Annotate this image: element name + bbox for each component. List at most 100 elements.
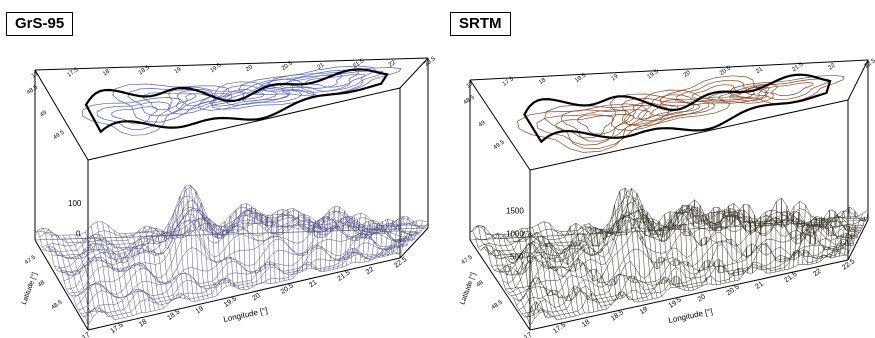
- mesh-column: [113, 230, 151, 312]
- mesh-column: [825, 211, 840, 258]
- mesh-column: [102, 221, 142, 313]
- box-right-bottom-edge: [399, 227, 429, 259]
- mesh-column: [843, 213, 863, 256]
- top-lon-tick-label: 18: [102, 68, 111, 77]
- mesh-column: [498, 234, 553, 318]
- mesh-column: [248, 206, 258, 285]
- top-lon-tick-label: 22.5: [424, 56, 438, 68]
- mesh-column: [297, 210, 300, 274]
- contour-line: [691, 84, 742, 99]
- mesh-column: [646, 217, 672, 288]
- mesh-column: [674, 205, 694, 291]
- box-right-bottom-edge: [847, 219, 869, 261]
- box-left-bottom-edge: [34, 239, 89, 331]
- mesh-column: [657, 214, 681, 289]
- mesh-column: [264, 215, 271, 284]
- mesh-column: [276, 210, 280, 282]
- region-boundary: [84, 68, 389, 134]
- mesh-column: [492, 232, 549, 319]
- mesh-column: [136, 229, 169, 305]
- mesh-column: [691, 199, 708, 285]
- mesh-column: [469, 230, 531, 326]
- contour-line: [517, 103, 649, 153]
- y-axis-title: Latitude [°]: [458, 271, 477, 305]
- lat-tick-label: 47.5: [461, 254, 475, 266]
- mesh-column: [373, 219, 395, 260]
- mesh-column: [355, 220, 372, 263]
- mesh-column: [152, 227, 182, 298]
- mesh-column: [45, 228, 98, 313]
- mesh-column: [337, 210, 350, 269]
- mesh-column: [141, 226, 173, 302]
- mesh-column: [175, 186, 200, 301]
- mesh-column: [566, 226, 608, 310]
- top-lat-tick-label: 49.5: [493, 139, 507, 151]
- x-axis-title: Longitude [°]: [223, 306, 269, 324]
- mesh-column: [765, 211, 767, 274]
- contour-line: [267, 67, 402, 96]
- contour-line: [577, 114, 635, 135]
- contour-line: [197, 81, 291, 111]
- z-tick-label: 500: [510, 253, 524, 262]
- mesh-column: [315, 219, 322, 271]
- box-right-top-edge: [399, 57, 429, 89]
- box-front-top-edge: [529, 99, 849, 171]
- box-left-top-edge: [469, 79, 531, 171]
- mesh-column: [572, 223, 612, 305]
- lon-tick-label: 21.5: [783, 271, 798, 285]
- mesh-column: [346, 213, 361, 266]
- box-front-top-edge: [87, 87, 401, 161]
- contour-line: [651, 99, 701, 117]
- top-lon-tick-label: 21.5: [352, 58, 366, 70]
- top-lon-tick-label: 22.5: [864, 58, 875, 70]
- contour-line: [609, 93, 710, 131]
- mesh-column: [820, 209, 834, 262]
- mesh-column: [725, 205, 735, 282]
- mesh-column: [364, 220, 384, 263]
- lon-tick-label: 20.5: [280, 282, 295, 296]
- mesh-column: [509, 233, 563, 320]
- mesh-column: [214, 222, 231, 286]
- box-front-bottom-edge: [87, 257, 401, 331]
- top-lon-tick-label: 21: [755, 66, 764, 75]
- mesh-column: [515, 231, 567, 319]
- mesh-column: [281, 209, 285, 281]
- contour-line: [167, 86, 245, 115]
- mesh-column: [390, 219, 418, 255]
- mesh-column: [395, 220, 423, 255]
- mesh-column: [90, 225, 133, 316]
- z-tick-label: 1000: [506, 230, 524, 239]
- mesh-column: [130, 232, 165, 309]
- lon-tick-label: 22: [812, 268, 822, 278]
- contour-line: [675, 79, 756, 103]
- top-lat-tick-label: 48.5: [463, 94, 477, 106]
- mesh-column: [486, 232, 544, 312]
- mesh-column: [481, 225, 540, 316]
- lon-tick-label: 21: [308, 279, 318, 289]
- mesh-column: [475, 225, 535, 319]
- lat-tick-label: 48.5: [50, 299, 64, 311]
- top-lon-tick-label: 22: [388, 60, 397, 69]
- mesh-column: [381, 215, 406, 258]
- panel-title-srtm: SRTM: [450, 12, 511, 36]
- mesh-column: [549, 223, 594, 313]
- contour-line: [632, 102, 679, 120]
- lat-tick-label: 48.5: [491, 299, 505, 311]
- contour-line: [760, 82, 814, 96]
- mesh-column: [802, 215, 812, 265]
- box-right-top-edge: [847, 59, 869, 101]
- lon-tick-label: 19.5: [223, 295, 238, 309]
- lon-tick-label: 21: [754, 280, 764, 290]
- contour-line: [184, 93, 221, 107]
- mesh-column: [731, 203, 740, 281]
- lon-tick-label: 19.5: [668, 296, 683, 310]
- mesh-column: [503, 234, 558, 321]
- mesh-column: [270, 214, 276, 283]
- lon-tick-label: 22.5: [393, 256, 408, 270]
- mesh-column: [169, 195, 196, 302]
- contour-line: [544, 104, 670, 149]
- mesh-column: [57, 235, 106, 313]
- mesh-column: [51, 233, 102, 312]
- mesh-column: [399, 222, 429, 255]
- mesh-column: [40, 227, 93, 319]
